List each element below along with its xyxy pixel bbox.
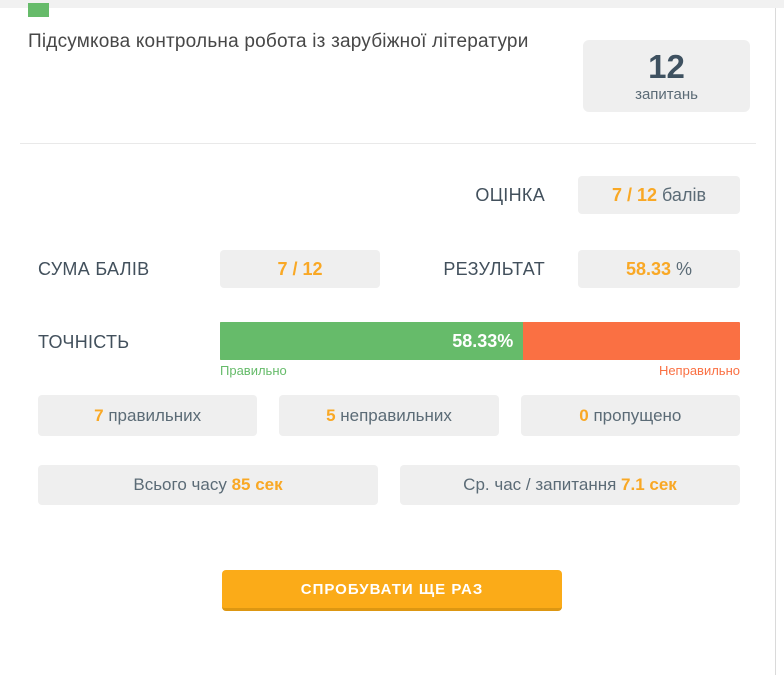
skipped-count-box: 0 пропущено [520, 395, 740, 436]
avg-time-value: 7.1 сек [621, 475, 677, 494]
accuracy-bar: 58.33% [220, 322, 740, 360]
result-label: РЕЗУЛЬТАТ [443, 259, 545, 279]
correct-count-label: правильних [103, 405, 202, 425]
accuracy-bar-correct: 58.33% [220, 322, 524, 360]
sum-label: СУМА БАЛІВ [38, 259, 150, 279]
page-title: Підсумкова контрольна робота із зарубіжн… [28, 31, 529, 52]
total-time-value: 85 сек [231, 475, 283, 494]
sum-value: 7 / 12 [277, 258, 323, 279]
accuracy-label: ТОЧНІСТЬ [38, 332, 130, 352]
grade-label: ОЦІНКА [475, 185, 545, 205]
avg-time-box: Ср. час / запитання 7.1 сек [400, 465, 740, 505]
grade-value: 7 / 12 [611, 184, 658, 205]
questions-count: 12 [648, 47, 685, 85]
skipped-count-label: пропущено [588, 405, 682, 425]
incorrect-count: 5 [326, 405, 336, 425]
avg-time-label: Ср. час / запитання [463, 475, 622, 494]
result-value: 58.33 [625, 258, 672, 279]
correct-caption: Правильно [220, 363, 287, 378]
result-value-box: 58.33 % [578, 250, 740, 288]
result-unit: % [671, 258, 693, 279]
correct-count-box: 7 правильних [38, 395, 258, 436]
accuracy-percent: 58.33% [452, 330, 514, 351]
header-divider [20, 143, 756, 144]
sum-value-box: 7 / 12 [220, 250, 380, 288]
corner-green-marker [28, 3, 49, 17]
retry-button[interactable]: СПРОБУВАТИ ЩЕ РАЗ [222, 570, 562, 611]
stats-row: 7 правильних 5 неправильних 0 пропущено [38, 395, 740, 436]
correct-count: 7 [94, 405, 104, 425]
grade-value-box: 7 / 12 балів [578, 176, 740, 214]
questions-label: запитань [635, 85, 698, 103]
incorrect-caption: Неправильно [658, 363, 740, 378]
grade-unit: балів [657, 184, 707, 205]
total-time-box: Всього часу 85 сек [38, 465, 378, 505]
total-time-label: Всього часу [133, 475, 232, 494]
right-border-line [775, 8, 776, 675]
top-band [0, 0, 784, 8]
incorrect-count-label: неправильних [335, 405, 452, 425]
skipped-count: 0 [579, 405, 589, 425]
questions-count-box: 12 запитань [583, 40, 750, 112]
incorrect-count-box: 5 неправильних [279, 395, 499, 436]
time-row: Всього часу 85 сек Ср. час / запитання 7… [38, 465, 740, 505]
